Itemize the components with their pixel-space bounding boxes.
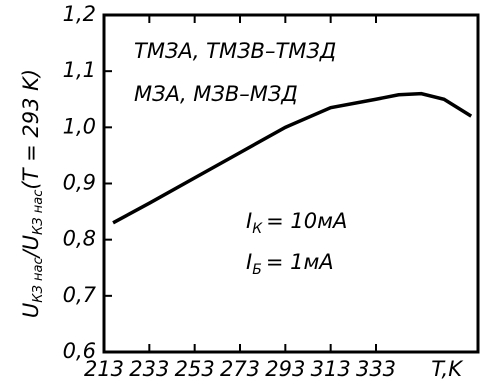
y-tick-label: 0,8 xyxy=(63,227,96,251)
annotation: МЗА, МЗВ–МЗД xyxy=(134,82,298,106)
y-label-sub: КЗ нас xyxy=(31,190,46,235)
x-tick-label: 213 xyxy=(84,357,124,381)
y-label-sub: КЗ нас xyxy=(31,257,46,302)
y-label-part: U xyxy=(19,303,43,318)
plot-frame xyxy=(102,13,480,354)
annotation: IК = 10мА xyxy=(246,209,347,237)
annotation-main: I xyxy=(246,250,252,274)
data-line xyxy=(112,91,473,225)
annotation: ТМЗА, ТМЗВ–ТМЗД xyxy=(134,39,336,63)
x-tick-label: 333 xyxy=(356,357,396,381)
y-label-part: (T = 293 K) xyxy=(19,69,43,190)
y-axis-label: UКЗ нас/UКЗ нас(T = 293 K) xyxy=(19,69,46,318)
y-tick-label: 1,2 xyxy=(63,2,96,26)
annotation-sub: Б xyxy=(252,262,262,278)
annotation: IБ = 1мА xyxy=(246,250,334,278)
annotation-rest: = 1мА xyxy=(266,250,334,274)
y-tick-label: 1,0 xyxy=(63,114,96,138)
y-tick-label: 1,1 xyxy=(63,58,96,82)
y-tick-label: 0,9 xyxy=(63,171,96,195)
y-label-part: /U xyxy=(19,235,43,259)
x-axis-label: T,K xyxy=(431,357,464,381)
x-tick-label: 273 xyxy=(220,357,260,381)
y-tick-label: 0,6 xyxy=(63,339,96,363)
annotation-rest: = 10мА xyxy=(266,209,347,233)
annotation-sub: К xyxy=(252,221,263,237)
x-tick-label: 233 xyxy=(129,357,169,381)
x-tick-label: 253 xyxy=(175,357,215,381)
annotation-main: I xyxy=(246,209,252,233)
y-tick-label: 0,7 xyxy=(63,283,97,307)
x-tick-label: 293 xyxy=(265,357,305,381)
x-tick-label: 313 xyxy=(311,357,351,381)
